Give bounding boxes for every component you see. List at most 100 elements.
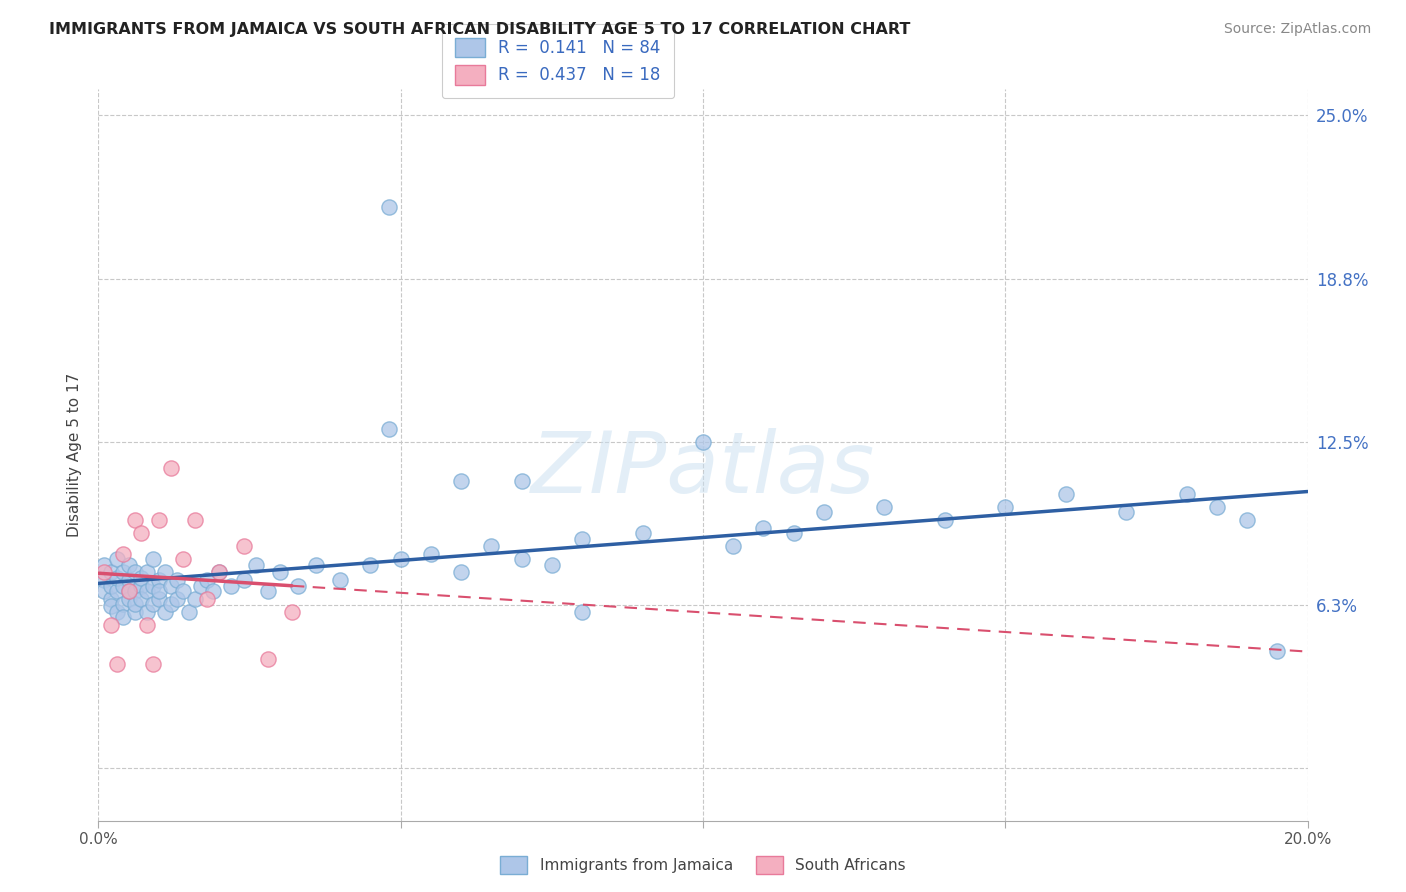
Point [100, 566, 122, 580]
Point [752, 521, 775, 535]
Point [100, 599, 122, 614]
Point [124, 605, 146, 619]
Point [723, 539, 745, 553]
Point [873, 500, 896, 515]
Point [232, 539, 254, 553]
Text: Source: ZipAtlas.com: Source: ZipAtlas.com [1223, 22, 1371, 37]
Y-axis label: Disability Age 5 to 17: Disability Age 5 to 17 [67, 373, 83, 537]
Legend: R =  0.141   N = 84, R =  0.437   N = 18: R = 0.141 N = 84, R = 0.437 N = 18 [441, 24, 673, 98]
Point [783, 526, 806, 541]
Point [100, 617, 122, 632]
Point [129, 571, 152, 585]
Point [184, 513, 207, 527]
Point [124, 513, 146, 527]
Point [1267, 644, 1289, 658]
Point [93, 558, 115, 572]
Point [118, 583, 141, 598]
Point [135, 583, 157, 598]
Point [118, 583, 141, 598]
Point [135, 605, 157, 619]
Point [100, 578, 122, 592]
Point [93, 583, 115, 598]
Point [179, 605, 201, 619]
Text: ZIPatlas: ZIPatlas [531, 428, 875, 511]
Point [287, 578, 309, 592]
Point [166, 574, 188, 588]
Point [510, 552, 533, 566]
Point [281, 605, 304, 619]
Point [160, 461, 183, 475]
Point [129, 591, 152, 606]
Point [184, 591, 207, 606]
Point [135, 617, 157, 632]
Point [160, 597, 183, 611]
Point [389, 552, 412, 566]
Point [142, 657, 165, 671]
Point [692, 434, 714, 449]
Point [190, 578, 212, 592]
Point [450, 474, 472, 488]
Point [111, 547, 134, 561]
Point [172, 583, 194, 598]
Point [245, 558, 267, 572]
Point [329, 574, 352, 588]
Point [1236, 513, 1258, 527]
Point [481, 539, 503, 553]
Point [153, 566, 176, 580]
Point [160, 578, 183, 592]
Point [129, 526, 152, 541]
Point [631, 526, 654, 541]
Point [142, 552, 165, 566]
Point [129, 578, 152, 592]
Point [105, 657, 128, 671]
Point [111, 610, 134, 624]
Point [934, 513, 956, 527]
Point [305, 558, 328, 572]
Point [148, 574, 170, 588]
Point [420, 547, 443, 561]
Text: IMMIGRANTS FROM JAMAICA VS SOUTH AFRICAN DISABILITY AGE 5 TO 17 CORRELATION CHAR: IMMIGRANTS FROM JAMAICA VS SOUTH AFRICAN… [49, 22, 911, 37]
Point [135, 566, 157, 580]
Point [105, 552, 128, 566]
Point [1054, 487, 1077, 501]
Point [208, 566, 231, 580]
Point [195, 591, 218, 606]
Point [124, 566, 146, 580]
Point [1206, 500, 1229, 515]
Point [232, 574, 254, 588]
Point [377, 200, 399, 214]
Legend: Immigrants from Jamaica, South Africans: Immigrants from Jamaica, South Africans [494, 850, 912, 880]
Point [221, 578, 243, 592]
Point [269, 566, 291, 580]
Point [111, 578, 134, 592]
Point [571, 532, 593, 546]
Point [142, 597, 165, 611]
Point [111, 566, 134, 580]
Point [256, 583, 278, 598]
Point [148, 583, 170, 598]
Point [105, 571, 128, 585]
Point [450, 566, 472, 580]
Point [166, 591, 188, 606]
Point [105, 583, 128, 598]
Point [100, 591, 122, 606]
Point [571, 605, 593, 619]
Point [377, 422, 399, 436]
Point [93, 574, 115, 588]
Point [360, 558, 382, 572]
Point [148, 591, 170, 606]
Point [142, 578, 165, 592]
Point [172, 552, 194, 566]
Point [153, 605, 176, 619]
Point [105, 605, 128, 619]
Point [1175, 487, 1198, 501]
Point [118, 591, 141, 606]
Point [202, 583, 225, 598]
Point [208, 566, 231, 580]
Point [813, 505, 835, 519]
Point [994, 500, 1017, 515]
Point [118, 558, 141, 572]
Point [124, 597, 146, 611]
Point [148, 513, 170, 527]
Point [510, 474, 533, 488]
